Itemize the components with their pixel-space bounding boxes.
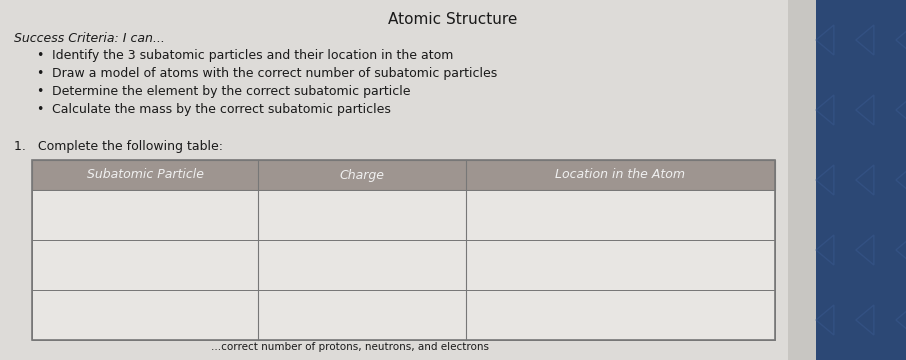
Text: Success Criteria: I can...: Success Criteria: I can... [14, 32, 165, 45]
Bar [32, 160, 775, 190]
Text: Determine the element by the correct subatomic particle: Determine the element by the correct sub… [52, 85, 410, 98]
Bar [787, 0, 816, 360]
Text: Charge: Charge [340, 168, 385, 181]
Bar [811, 0, 906, 360]
Text: Calculate the mass by the correct subatomic particles: Calculate the mass by the correct subato… [52, 103, 390, 116]
Bar [32, 240, 775, 290]
Text: ...correct number of protons, neutrons, and electrons: ...correct number of protons, neutrons, … [211, 342, 489, 352]
Text: •: • [36, 103, 43, 116]
Text: •: • [36, 67, 43, 80]
Bar [32, 290, 775, 340]
Text: Draw a model of atoms with the correct number of subatomic particles: Draw a model of atoms with the correct n… [52, 67, 497, 80]
Text: •: • [36, 85, 43, 98]
Bar [0, 0, 793, 360]
Text: Identify the 3 subatomic particles and their location in the atom: Identify the 3 subatomic particles and t… [52, 49, 453, 62]
Bar [32, 190, 775, 240]
Text: Atomic Structure: Atomic Structure [389, 12, 517, 27]
Text: Location in the Atom: Location in the Atom [555, 168, 686, 181]
Text: Subatomic Particle: Subatomic Particle [86, 168, 204, 181]
Text: •: • [36, 49, 43, 62]
Text: 1.   Complete the following table:: 1. Complete the following table: [14, 140, 223, 153]
Bar [32, 160, 775, 340]
